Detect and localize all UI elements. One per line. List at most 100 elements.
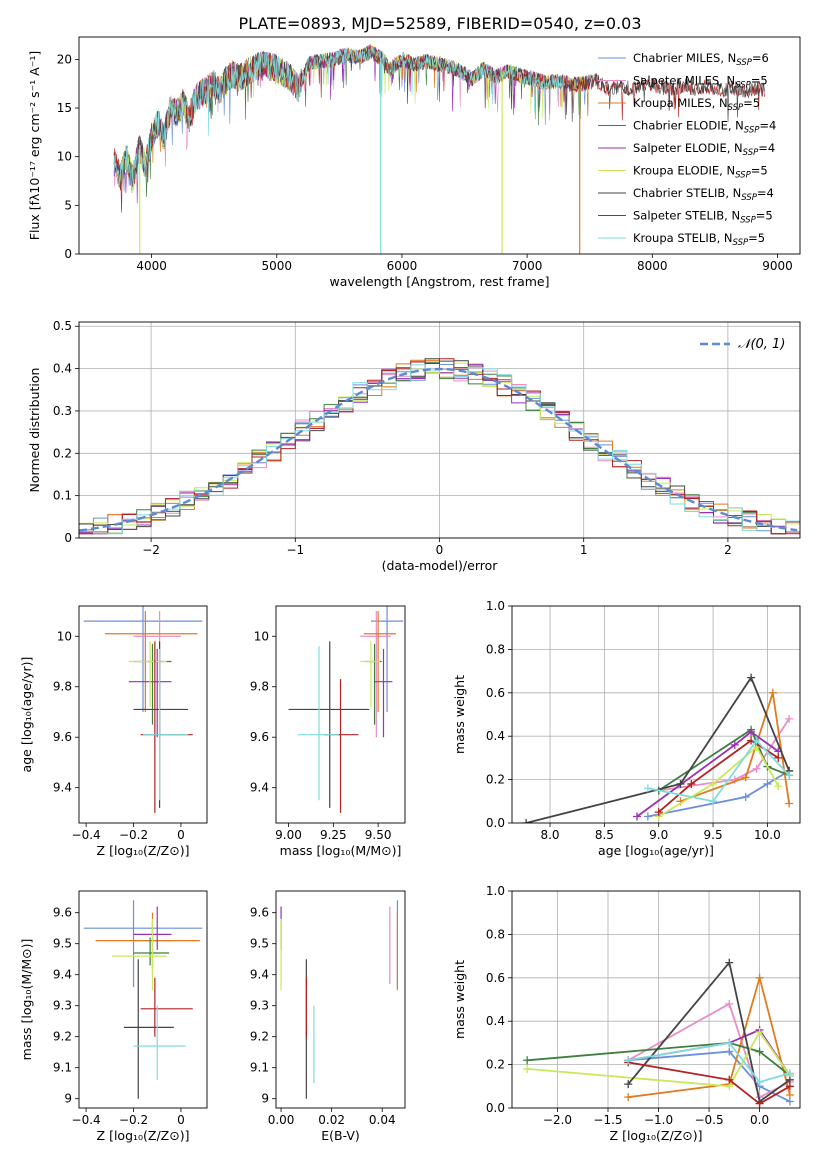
y-tick-label: 10 <box>57 150 72 164</box>
y-tick-label: 15 <box>57 101 72 115</box>
weight-marker <box>785 799 794 808</box>
y-tick-label: 9.6 <box>250 906 269 920</box>
y-tick-label: 0.2 <box>486 1058 505 1072</box>
weight-line <box>636 730 779 818</box>
weight-marker <box>709 779 718 788</box>
weight-marker <box>725 958 734 967</box>
weight-marker <box>774 782 783 791</box>
weight-marker <box>624 1093 633 1102</box>
y-tick-label: 9.6 <box>250 730 269 744</box>
y-tick-label: 0.6 <box>486 971 505 985</box>
x-tick-label: −0.2 <box>119 828 148 842</box>
weight-marker <box>774 753 783 762</box>
x-tick-label: 0 <box>436 543 444 557</box>
weight-line <box>525 675 790 823</box>
weight-marker <box>523 1056 532 1065</box>
weight-line <box>527 1041 791 1077</box>
y-tick-label: 9.8 <box>53 680 72 694</box>
y-tick-label: 0.8 <box>486 927 505 941</box>
y-axis-label: Flux [fλ10⁻¹⁷ erg cm⁻² s⁻¹ A⁻¹] <box>27 51 42 240</box>
x-tick-label: 0.00 <box>268 1113 295 1127</box>
y-tick-label: 0.0 <box>486 816 505 830</box>
legend-subscript: SSP <box>733 238 749 248</box>
weight-marker <box>785 771 794 780</box>
legend-nssp: =5 <box>751 164 768 178</box>
weight-marker <box>747 727 756 736</box>
y-tick-label: 10 <box>57 629 72 643</box>
mass-vs-age-panel: 9.00 9.25 9.50 9.4 9.6 9.8 10 mass [log₁₀(M/M⊙)… <box>250 605 406 858</box>
y-tick-label: 9.1 <box>250 1061 269 1075</box>
legend-subscript: SSP <box>736 58 752 68</box>
y-tick-label: 5 <box>64 198 72 212</box>
legend-nssp: =4 <box>758 141 775 155</box>
legend-subscript: SSP <box>743 148 759 158</box>
x-tick-label: 0.04 <box>369 1113 396 1127</box>
y-tick-label: 1.0 <box>486 884 505 898</box>
legend-nssp: =5 <box>751 74 768 88</box>
weight-marker <box>676 779 685 788</box>
y-tick-label: 9.6 <box>53 906 72 920</box>
legend-subscript: SSP <box>741 193 757 203</box>
x-tick-label: 7000 <box>512 259 543 273</box>
x-tick-label: 9.5 <box>704 828 723 842</box>
weight-line <box>628 1050 791 1103</box>
Z-vs-mass-plot-area <box>83 900 203 1099</box>
weight-marker <box>725 1038 734 1047</box>
age-vs-weight-panel: 8.0 8.5 9.0 9.5 10.0 0.0 0.2 0.4 0.6 0.8 1.0 age [l… <box>452 599 801 858</box>
y-tick-label: 0.4 <box>486 1014 505 1028</box>
y-tick-label: 9.3 <box>250 999 269 1013</box>
residual-histogram-plot-area <box>79 322 800 538</box>
x-tick-label: 5000 <box>262 259 293 273</box>
x-axis-label: age [log₁₀(age/yr)] <box>598 843 714 858</box>
axes-frame <box>78 321 801 539</box>
weight-marker <box>755 1028 764 1037</box>
y-tick-label: 9.5 <box>53 937 72 951</box>
x-tick-label: 8000 <box>637 259 668 273</box>
weight-marker <box>755 1047 764 1056</box>
weight-line <box>647 739 790 803</box>
x-axis-label: wavelength [Angstrom, rest frame] <box>329 274 549 289</box>
axes-frame <box>275 890 406 1109</box>
Z-vs-age-panel: −0.4 −0.2 0 9.4 9.6 9.8 10 Z [log₁₀(Z/Z⊙)] age [… <box>19 605 208 858</box>
y-tick-label: 9.5 <box>250 937 269 951</box>
axes-frame <box>78 605 208 824</box>
weight-marker <box>768 688 777 697</box>
weight-marker <box>624 1056 633 1065</box>
weight-line <box>527 1030 791 1088</box>
x-axis-label: Z [log₁₀(Z/Z⊙)] <box>610 1128 703 1143</box>
legend-subscript: SSP <box>744 126 760 136</box>
ebv-vs-mass-plot-area <box>280 900 399 1099</box>
weight-marker <box>763 779 772 788</box>
y-tick-label: 9.1 <box>53 1061 72 1075</box>
legend-subscript: SSP <box>728 103 744 113</box>
axes-frame <box>511 605 801 824</box>
legend-entry: Salpeter STELIB, NSSP=5 <box>633 209 773 226</box>
weight-line <box>628 1061 791 1105</box>
axes-frame <box>78 36 801 255</box>
legend-subscript: SSP <box>735 81 751 91</box>
legend-nssp: =5 <box>756 209 773 223</box>
y-tick-label: 9.4 <box>250 781 269 795</box>
spectrum-line <box>113 44 590 193</box>
y-tick-label: 9.4 <box>250 968 269 982</box>
weight-line <box>627 960 791 1104</box>
spectrum-line <box>113 45 590 198</box>
x-axis-label: E(B-V) <box>321 1128 360 1143</box>
y-tick-label: 0.6 <box>486 686 505 700</box>
residual-histogram-panel: −2 −1 0 1 2 0 0.1 0.2 0.3 0.4 0.5 (data-model)/erro… <box>27 319 801 573</box>
weight-marker <box>725 999 734 1008</box>
x-tick-label: −1.5 <box>593 1113 622 1127</box>
legend-nssp: =4 <box>757 186 774 200</box>
legend-subscript: SSP <box>740 216 756 226</box>
x-tick-label: 9.0 <box>649 828 668 842</box>
x-tick-label: −1.0 <box>644 1113 673 1127</box>
x-tick-label: 0 <box>177 828 185 842</box>
weight-marker <box>747 673 756 682</box>
ebv-vs-mass-panel: 0.00 0.02 0.04 9 9.1 9.2 9.3 9.4 9.5 9.6 E(B-V) <box>250 890 406 1143</box>
y-tick-label: 0.2 <box>486 773 505 787</box>
weight-marker <box>752 764 761 773</box>
x-tick-label: 0 <box>177 1113 185 1127</box>
legend-nssp: =4 <box>759 119 776 133</box>
y-tick-label: 0 <box>64 531 72 545</box>
